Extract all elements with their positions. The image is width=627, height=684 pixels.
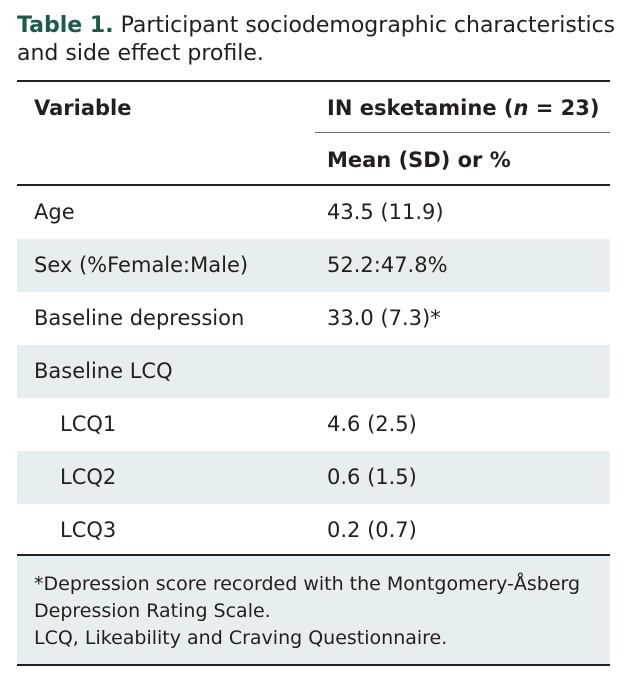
header-group-suffix: = 23) <box>528 96 600 120</box>
table-footnotes: *Depression score recorded with the Mont… <box>17 556 610 664</box>
header-stat: Mean (SD) or % <box>327 148 511 172</box>
table-row: LCQ1 4.6 (2.5) <box>17 398 610 451</box>
table-row: Baseline LCQ <box>17 345 610 398</box>
row-value: 0.6 (1.5) <box>327 465 417 489</box>
header-subrule <box>315 132 610 133</box>
header-group-prefix: IN esketamine ( <box>327 96 514 120</box>
header-group: IN esketamine (n = 23) <box>327 95 599 121</box>
table-caption: Table 1. Participant sociodemographic ch… <box>17 12 617 68</box>
row-value: 4.6 (2.5) <box>327 412 417 436</box>
table-label: Table 1. <box>17 13 114 38</box>
table-row: Sex (%Female:Male) 52.2:47.8% <box>17 239 610 292</box>
table-row: Baseline depression 33.0 (7.3)* <box>17 292 610 345</box>
row-variable: Sex (%Female:Male) <box>34 253 249 277</box>
row-variable: Baseline LCQ <box>34 359 173 383</box>
row-variable: LCQ3 <box>60 518 117 542</box>
row-value: 43.5 (11.9) <box>327 200 444 224</box>
row-variable: Age <box>34 200 75 224</box>
bottom-rule <box>17 664 610 666</box>
body-rule <box>17 554 610 556</box>
footnote-line: *Depression score recorded with the Mont… <box>34 573 581 595</box>
row-variable: LCQ2 <box>60 465 117 489</box>
table-row: LCQ2 0.6 (1.5) <box>17 451 610 504</box>
header-group-n: n <box>513 96 529 120</box>
header-rule <box>17 184 610 186</box>
row-variable: Baseline depression <box>34 306 245 330</box>
header-variable: Variable <box>34 96 132 120</box>
row-value: 52.2:47.8% <box>327 253 448 277</box>
table-title: Participant sociodemographic characteris… <box>17 13 616 66</box>
table-row: Age 43.5 (11.9) <box>17 186 610 239</box>
top-rule <box>17 80 610 82</box>
row-variable: LCQ1 <box>60 412 117 436</box>
footnote-line: Depression Rating Scale. <box>34 600 271 622</box>
table-row: LCQ3 0.2 (0.7) <box>17 504 610 557</box>
row-value: 33.0 (7.3)* <box>327 306 441 330</box>
row-value: 0.2 (0.7) <box>327 518 417 542</box>
footnote-line: LCQ, Likeability and Craving Questionnai… <box>34 627 448 649</box>
